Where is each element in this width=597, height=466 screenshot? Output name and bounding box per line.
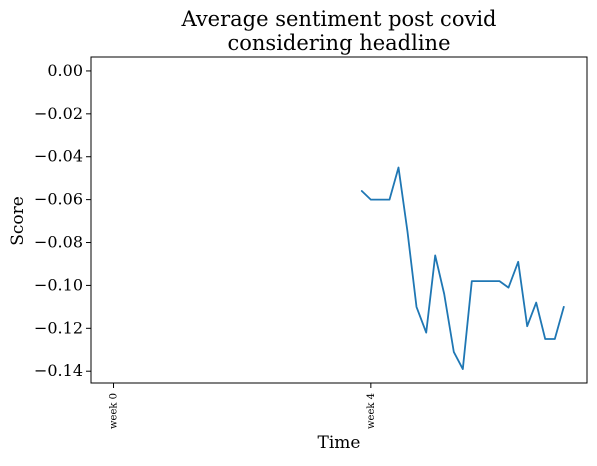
plot-area-frame xyxy=(90,56,588,384)
series-layer xyxy=(360,166,565,371)
chart-title-line-1: Average sentiment post covid xyxy=(181,7,497,31)
y-axis-label: Score xyxy=(8,196,28,246)
y-tick-label: −0.04 xyxy=(34,147,83,166)
y-tick-label: −0.12 xyxy=(34,318,83,337)
series-line xyxy=(360,166,565,371)
y-tick-label: −0.02 xyxy=(34,104,83,123)
x-tick-label: week 0 xyxy=(109,393,120,429)
y-tick-label: −0.14 xyxy=(34,361,83,380)
y-tick-label: −0.06 xyxy=(34,190,83,209)
y-tick-label: 0.00 xyxy=(47,61,83,80)
y-tick-label: −0.08 xyxy=(34,233,83,252)
x-axis: week 0 week 4 xyxy=(109,383,377,429)
y-tick-label: −0.10 xyxy=(34,275,83,294)
y-axis: 0.00 −0.02 −0.04 −0.06 −0.08 −0.10 −0.12 −0.14 xyxy=(34,61,91,380)
chart-title-line-2: considering headline xyxy=(228,31,451,55)
x-tick-label: week 4 xyxy=(366,393,377,429)
x-axis-label: Time xyxy=(318,433,361,453)
